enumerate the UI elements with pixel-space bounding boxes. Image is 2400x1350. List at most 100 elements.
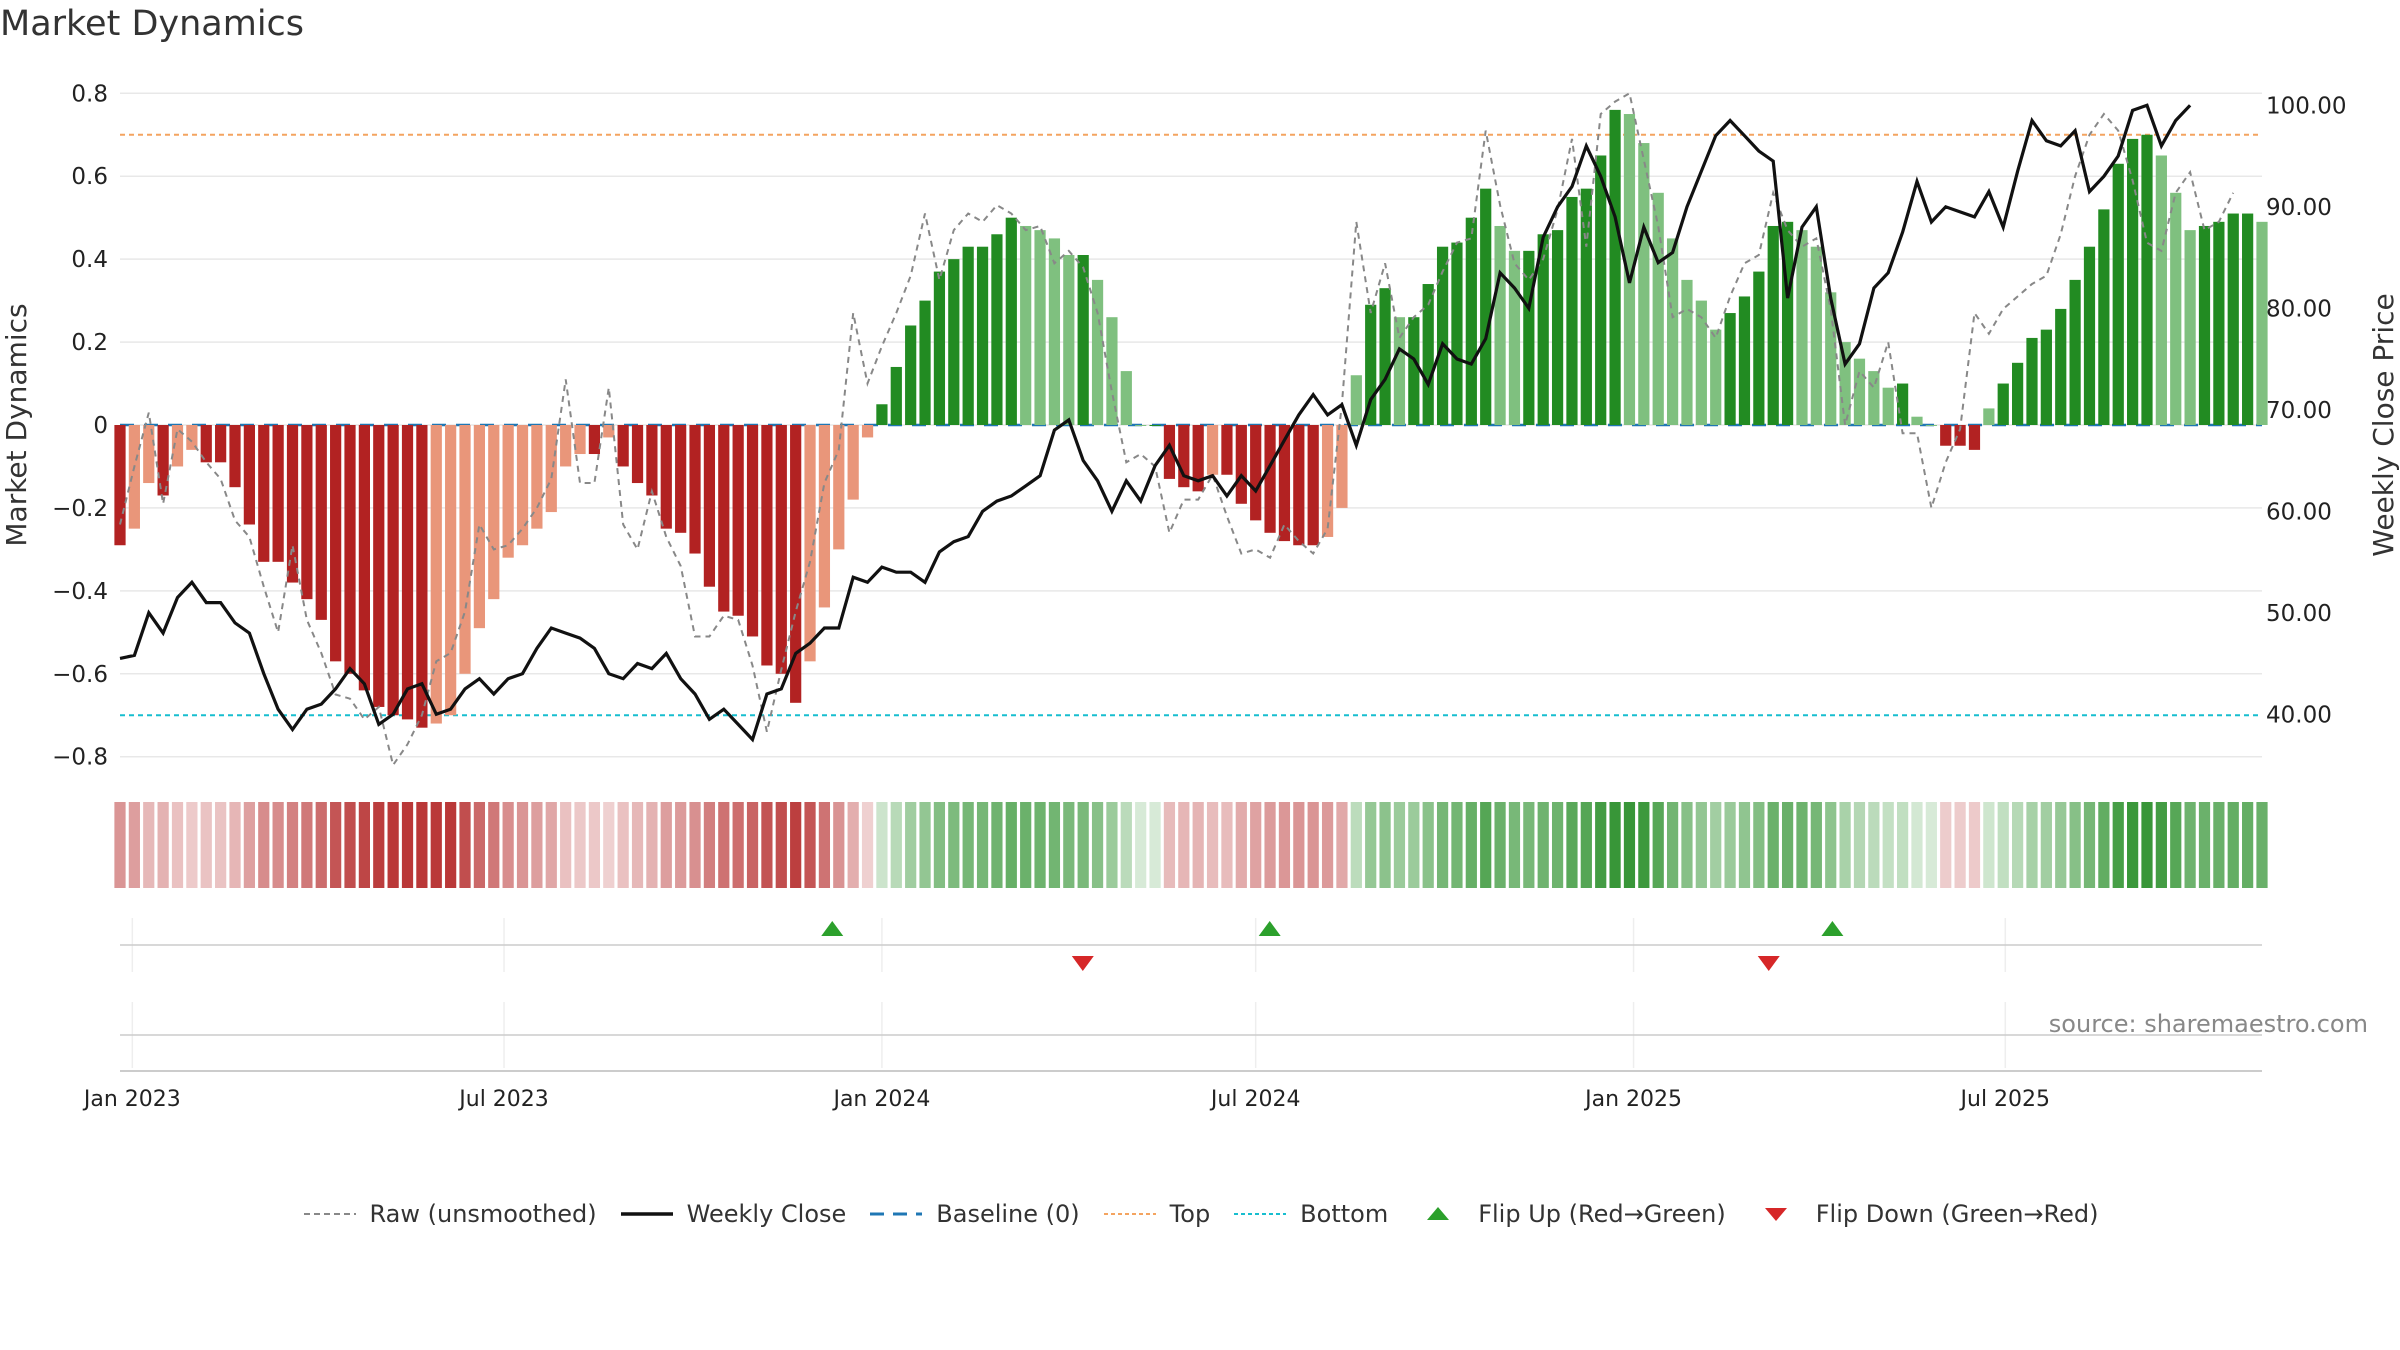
regime-strip-cell [646, 802, 658, 888]
regime-strip-cell [1034, 802, 1046, 888]
momentum-bar [890, 366, 902, 425]
momentum-bar [373, 425, 385, 707]
regime-strip-cell [1983, 802, 1995, 888]
regime-strip-cell [574, 802, 586, 888]
regime-strip-cell [833, 802, 845, 888]
momentum-bar [2112, 163, 2124, 425]
regime-strip-cell [488, 802, 500, 888]
regime-strip-cell [1278, 802, 1291, 888]
regime-strip-cell [157, 802, 169, 888]
regime-strip-cell [818, 802, 831, 888]
regime-strip-cell [905, 802, 917, 888]
regime-strip-cell [1135, 802, 1147, 888]
axes: −0.8 −0.6 −0.4 −0.2 0 0.2 0.4 0.6 0.8 40.00 50.00 6… [0, 81, 2400, 770]
momentum-bar [560, 425, 572, 467]
momentum-bar [1652, 192, 1664, 425]
regime-strip-cell [344, 802, 356, 888]
regime-strip-cell [703, 802, 716, 888]
momentum-bar [861, 425, 874, 438]
regime-strip-cell [2083, 802, 2096, 888]
momentum-bar [2098, 209, 2110, 425]
regime-strip-cell [430, 802, 442, 888]
regime-strip [114, 802, 2268, 888]
regime-strip-cell [1695, 802, 1707, 888]
momentum-bar [272, 425, 284, 562]
momentum-bar [1810, 246, 1822, 425]
momentum-bar [286, 425, 299, 583]
momentum-bar [2198, 225, 2211, 425]
regime-strip-cell [948, 802, 960, 888]
momentum-bar [1968, 425, 1981, 450]
momentum-bar [128, 425, 140, 529]
y-left-tick-label: −0.4 [52, 579, 108, 605]
momentum-bar [962, 246, 974, 425]
momentum-bar [1738, 296, 1751, 425]
raw-unsmoothed-line [119, 91, 2235, 768]
momentum-bar [1408, 317, 1420, 425]
regime-strip-cell [2026, 802, 2038, 888]
regime-strip-cell [919, 802, 931, 888]
momentum-bar [847, 425, 859, 500]
regime-strip-cell [330, 802, 342, 888]
momentum-bar [344, 425, 356, 674]
momentum-bar [430, 425, 442, 724]
y-right-tick-label: 70.00 [2266, 398, 2332, 424]
regime-strip-cell [1681, 802, 1693, 888]
momentum-bar [445, 425, 457, 716]
momentum-bar [660, 425, 672, 529]
y-right-tick-label: 80.00 [2266, 296, 2332, 322]
regime-strip-cell [1365, 802, 1377, 888]
momentum-bar [1724, 313, 1736, 425]
regime-strip-cell [2227, 802, 2239, 888]
legend-item: Bottom [1232, 1200, 1388, 1228]
momentum-bar [790, 425, 802, 703]
momentum-bar [1666, 238, 1679, 425]
solid-black-line-icon [620, 1212, 673, 1216]
y-right-tick-label: 100.00 [2266, 93, 2346, 119]
momentum-bar [1063, 255, 1075, 425]
momentum-bar [1853, 358, 1866, 425]
momentum-bar [703, 425, 716, 587]
regime-strip-cell [675, 802, 687, 888]
momentum-bar [1767, 225, 1779, 425]
momentum-bar [804, 425, 816, 662]
legend-label: Flip Down (Green→Red) [1815, 1200, 2099, 1228]
green-triangle-up-icon [1427, 1207, 1450, 1220]
regime-strip-cell [1120, 802, 1132, 888]
legend-item: Flip Down (Green→Red) [1748, 1200, 2099, 1228]
legend-item: Baseline (0) [868, 1200, 1080, 1228]
regime-strip-cell [732, 802, 744, 888]
momentum-bar [1710, 329, 1722, 425]
momentum-bar [1293, 425, 1305, 546]
regime-strip-cell [1551, 802, 1564, 888]
regime-strip-cell [1839, 802, 1851, 888]
y-right-tick-label: 60.00 [2266, 499, 2332, 525]
momentum-bar [301, 425, 313, 600]
legend-item: Raw (unsmoothed) [302, 1200, 597, 1228]
regime-strip-cell [1149, 802, 1161, 888]
momentum-bar [459, 425, 471, 674]
regime-strip-cell [186, 802, 198, 888]
momentum-bar [1494, 225, 1506, 425]
regime-strip-cell [387, 802, 399, 888]
momentum-bar [1106, 317, 1118, 425]
regime-strip-cell [1882, 802, 1894, 888]
chart-title: Market Dynamics [0, 4, 305, 44]
regime-strip-cell [258, 802, 270, 888]
momentum-bar [1537, 234, 1549, 425]
regime-strip-cell [401, 802, 414, 888]
momentum-bar [186, 425, 198, 450]
regime-strip-cell [1206, 802, 1219, 888]
regime-strip-cell [1393, 802, 1406, 888]
momentum-bar [1508, 250, 1521, 425]
regime-strip-cell [790, 802, 802, 888]
regime-strip-cell [358, 802, 370, 888]
momentum-bar [1192, 425, 1204, 492]
momentum-bar [1048, 238, 1061, 425]
regime-strip-cell [1494, 802, 1506, 888]
regime-strip-cell [2155, 802, 2167, 888]
regime-strip-cell [1997, 802, 2009, 888]
momentum-bar [933, 271, 946, 425]
momentum-bar [358, 425, 370, 691]
momentum-bar [1480, 188, 1492, 425]
